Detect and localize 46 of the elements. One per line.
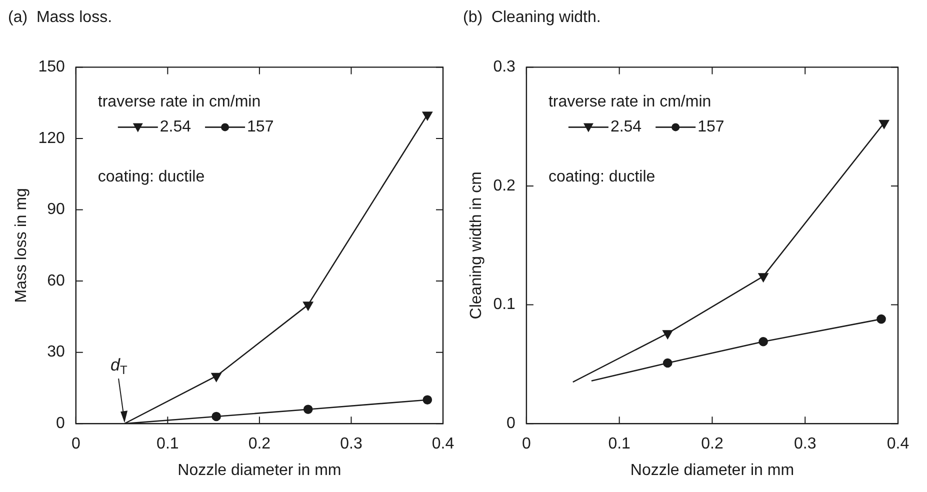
x-tick-label: 0.2: [701, 436, 724, 453]
x-axis-title: Nozzle diameter in mm: [178, 462, 342, 479]
point: [758, 273, 768, 282]
x-tick-label: 0.2: [248, 436, 271, 453]
y-axis-title: Cleaning width in cm: [468, 172, 486, 320]
point: [211, 372, 222, 382]
annotation: coating: ductile: [98, 168, 205, 186]
legend-label: 157: [247, 118, 274, 136]
y-tick-label: 90: [47, 201, 65, 218]
point: [212, 412, 221, 422]
legend-label: 157: [698, 118, 724, 136]
x-axis-title: Nozzle diameter in mm: [630, 462, 794, 479]
point: [879, 120, 890, 129]
x-tick-label: 0.1: [156, 436, 179, 453]
point: [303, 302, 314, 310]
x-tick-label: 0: [522, 436, 531, 453]
y-tick-label: 30: [47, 344, 65, 361]
y-tick-label: 0: [56, 415, 65, 432]
y-tick-label: 0: [506, 415, 516, 432]
chart-title: (a) Mass loss.: [8, 9, 112, 26]
x-tick-label: 0.4: [432, 436, 454, 453]
annotation: coating: ductile: [548, 168, 656, 186]
y-tick-label: 0.2: [493, 177, 516, 194]
point: [422, 395, 432, 404]
x-tick-label: 0.4: [886, 436, 910, 453]
point: [662, 330, 673, 339]
x-tick-label: 0: [71, 436, 80, 453]
y-tick-label: 150: [38, 58, 65, 76]
y-tick-label: 60: [47, 272, 65, 290]
legend-label: 2.54: [610, 118, 642, 136]
y-tick-label: 0.1: [493, 296, 516, 314]
x-tick-label: 0.3: [340, 436, 362, 453]
point: [758, 336, 768, 346]
legend-title: traverse rate in cm/min: [548, 94, 712, 111]
point: [876, 314, 886, 324]
legend-label: 2.54: [160, 118, 192, 136]
chart-title: (b) Cleaning width.: [463, 9, 601, 26]
point: [662, 358, 672, 368]
y-tick-label: 120: [38, 130, 65, 147]
legend-title: traverse rate in cm/min: [98, 94, 261, 111]
y-tick-label: 0.3: [493, 58, 516, 76]
point: [422, 112, 432, 120]
point: [303, 404, 313, 414]
x-tick-label: 0.3: [794, 436, 816, 453]
y-axis-title: Mass loss in mg: [13, 188, 30, 303]
x-tick-label: 0.1: [608, 436, 631, 453]
